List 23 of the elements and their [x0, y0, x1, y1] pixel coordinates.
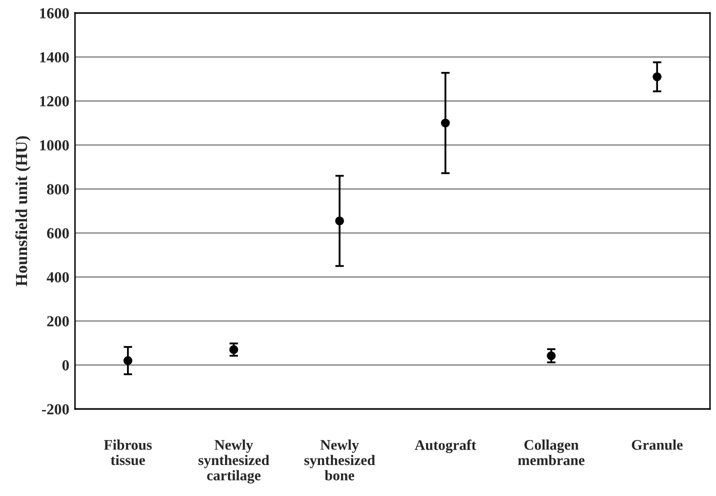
point — [335, 216, 344, 226]
x-tick-label: Newly synthesized bone — [304, 440, 376, 480]
point — [123, 356, 132, 366]
x-tick-label: Collagen membrane — [518, 440, 584, 466]
y-tick-label: 200 — [47, 316, 69, 326]
point — [652, 72, 662, 82]
y-tick-label: 1200 — [40, 96, 69, 106]
x-tick-label: Newly synthesized cartilage — [198, 440, 270, 484]
y-tick-label: 600 — [47, 228, 69, 238]
y-tick-label: 0 — [62, 360, 69, 370]
point — [440, 118, 450, 128]
x-tick-label: Fibrous tissue — [104, 440, 152, 466]
x-tick-label: Autograft — [414, 440, 476, 454]
point — [229, 345, 238, 354]
y-tick-label: 1000 — [40, 140, 69, 150]
y-tick-label: 1600 — [40, 8, 69, 18]
y-axis-title: Hounsfield unit (HU) — [15, 136, 31, 286]
y-tick-label: 800 — [47, 184, 69, 194]
y-tick-label: 400 — [46, 272, 69, 282]
y-tick-label: 1400 — [40, 52, 69, 62]
y-tick-label: -200 — [42, 404, 69, 414]
x-tick-label: Granule — [632, 440, 683, 450]
point — [546, 351, 556, 360]
